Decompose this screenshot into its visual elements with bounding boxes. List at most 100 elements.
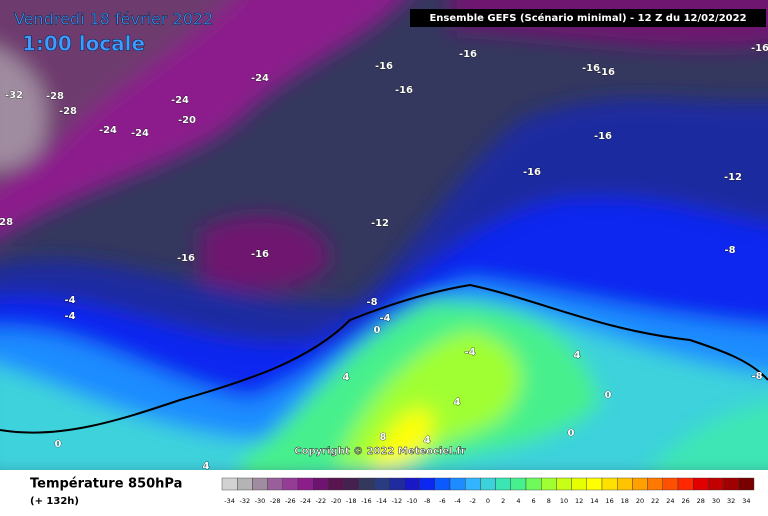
legend-swatch bbox=[601, 477, 618, 491]
legend-swatch bbox=[541, 477, 557, 491]
contour-label: -12 bbox=[371, 218, 389, 229]
legend-swatch bbox=[221, 477, 238, 491]
legend-swatch bbox=[617, 477, 633, 491]
legend-tick: 12 bbox=[575, 497, 583, 505]
contour-label: -16 bbox=[177, 253, 195, 264]
legend-swatch bbox=[708, 477, 724, 491]
contour-label: 4 bbox=[203, 461, 210, 472]
legend-tick: -8 bbox=[424, 497, 430, 505]
legend-tick: -12 bbox=[391, 497, 402, 505]
legend-swatch bbox=[389, 477, 405, 491]
copyright: Copyright © 2022 Meteociel.fr bbox=[294, 446, 465, 457]
legend-tick: -28 bbox=[270, 497, 281, 505]
legend-swatch bbox=[556, 477, 572, 491]
legend-tick: 16 bbox=[605, 497, 613, 505]
legend-tick: 10 bbox=[560, 497, 568, 505]
legend-tick: -22 bbox=[315, 497, 326, 505]
legend-tick: 14 bbox=[590, 497, 598, 505]
contour-label: 0 bbox=[55, 439, 62, 450]
legend-swatch bbox=[662, 477, 679, 491]
legend-tick: 18 bbox=[621, 497, 629, 505]
contour-label: -16 bbox=[523, 167, 541, 178]
lead-time: (+ 132h) bbox=[30, 496, 79, 507]
legend-tick: -2 bbox=[470, 497, 476, 505]
legend-tick: 20 bbox=[636, 497, 644, 505]
contour-label: -16 bbox=[597, 67, 615, 78]
legend-tick: 4 bbox=[516, 497, 520, 505]
model: Ensemble GEFS (Scénario minimal) - 12 Z … bbox=[429, 12, 746, 24]
legend-swatch bbox=[647, 477, 663, 491]
legend-tick: 30 bbox=[712, 497, 720, 505]
contour-label: 4 bbox=[574, 350, 581, 361]
legend-tick: 2 bbox=[501, 497, 505, 505]
model-box bbox=[410, 9, 766, 27]
legend-swatch bbox=[449, 477, 466, 491]
legend-tick: 34 bbox=[742, 497, 750, 505]
time: 1:00 locale bbox=[22, 32, 145, 56]
legend-swatch bbox=[358, 477, 375, 491]
contour-label: -24 bbox=[131, 128, 149, 139]
contour-label: -8 bbox=[751, 371, 762, 382]
legend-tick: 32 bbox=[727, 497, 735, 505]
contour-label: -8 bbox=[724, 245, 735, 256]
zero-contour bbox=[0, 283, 768, 434]
legend-tick: 26 bbox=[681, 497, 689, 505]
legend-swatch bbox=[373, 477, 390, 491]
map-field bbox=[0, 0, 768, 470]
legend-tick: -24 bbox=[300, 497, 311, 505]
contour-label: -28 bbox=[46, 91, 64, 102]
contour-label: 4 bbox=[454, 397, 461, 408]
contour-label: -16 bbox=[375, 61, 393, 72]
legend-swatch bbox=[297, 477, 314, 491]
legend-tick: 24 bbox=[666, 497, 674, 505]
legend-tick: -16 bbox=[361, 497, 372, 505]
legend-swatch bbox=[677, 477, 694, 491]
contour-label: 4 bbox=[343, 372, 350, 383]
legend-swatch bbox=[723, 477, 739, 491]
legend-swatch bbox=[571, 477, 587, 491]
contour-label: -4 bbox=[379, 313, 390, 324]
legend-swatch bbox=[313, 477, 329, 491]
contour-label: -16 bbox=[582, 63, 600, 74]
legend-tick: 8 bbox=[547, 497, 551, 505]
contour-label: 0 bbox=[374, 325, 381, 336]
legend-tick: -32 bbox=[239, 497, 250, 505]
legend-tick: -20 bbox=[331, 497, 342, 505]
legend-swatch bbox=[586, 477, 603, 491]
legend-swatch bbox=[419, 477, 436, 491]
legend-swatch bbox=[236, 477, 253, 491]
legend-swatch bbox=[693, 477, 709, 491]
legend-swatch bbox=[252, 477, 268, 491]
contour-label: -16 bbox=[459, 49, 477, 60]
legend-tick: -18 bbox=[346, 497, 357, 505]
contour-label: -4 bbox=[64, 295, 75, 306]
contour-label: -16 bbox=[395, 85, 413, 96]
legend-tick: -6 bbox=[439, 497, 445, 505]
legend-tick: -26 bbox=[285, 497, 296, 505]
footer-bar bbox=[0, 470, 768, 512]
legend-swatch bbox=[465, 477, 481, 491]
legend-swatch bbox=[267, 477, 284, 491]
contour-label: -16 bbox=[251, 249, 269, 260]
contour-label: -12 bbox=[724, 172, 742, 183]
legend-swatch bbox=[343, 477, 360, 491]
contour-label: -24 bbox=[171, 95, 189, 106]
footer-title: Température 850hPa bbox=[30, 477, 182, 492]
contour-label: -4 bbox=[464, 347, 475, 358]
contour-label: -16 bbox=[594, 131, 612, 142]
contour-label: -28 bbox=[0, 217, 13, 228]
legend-swatch bbox=[525, 477, 542, 491]
contour-label: -16 bbox=[751, 43, 768, 54]
legend-swatch bbox=[495, 477, 512, 491]
legend-swatch bbox=[282, 477, 299, 491]
contour-label: -32 bbox=[5, 90, 23, 101]
contour-label: 8 bbox=[380, 432, 387, 443]
legend-swatch bbox=[510, 477, 527, 491]
legend-tick: -30 bbox=[255, 497, 266, 505]
contour-label: 4 bbox=[424, 435, 431, 446]
legend-tick: -4 bbox=[454, 497, 460, 505]
legend-tick: -10 bbox=[407, 497, 418, 505]
legend-swatch bbox=[404, 477, 420, 491]
